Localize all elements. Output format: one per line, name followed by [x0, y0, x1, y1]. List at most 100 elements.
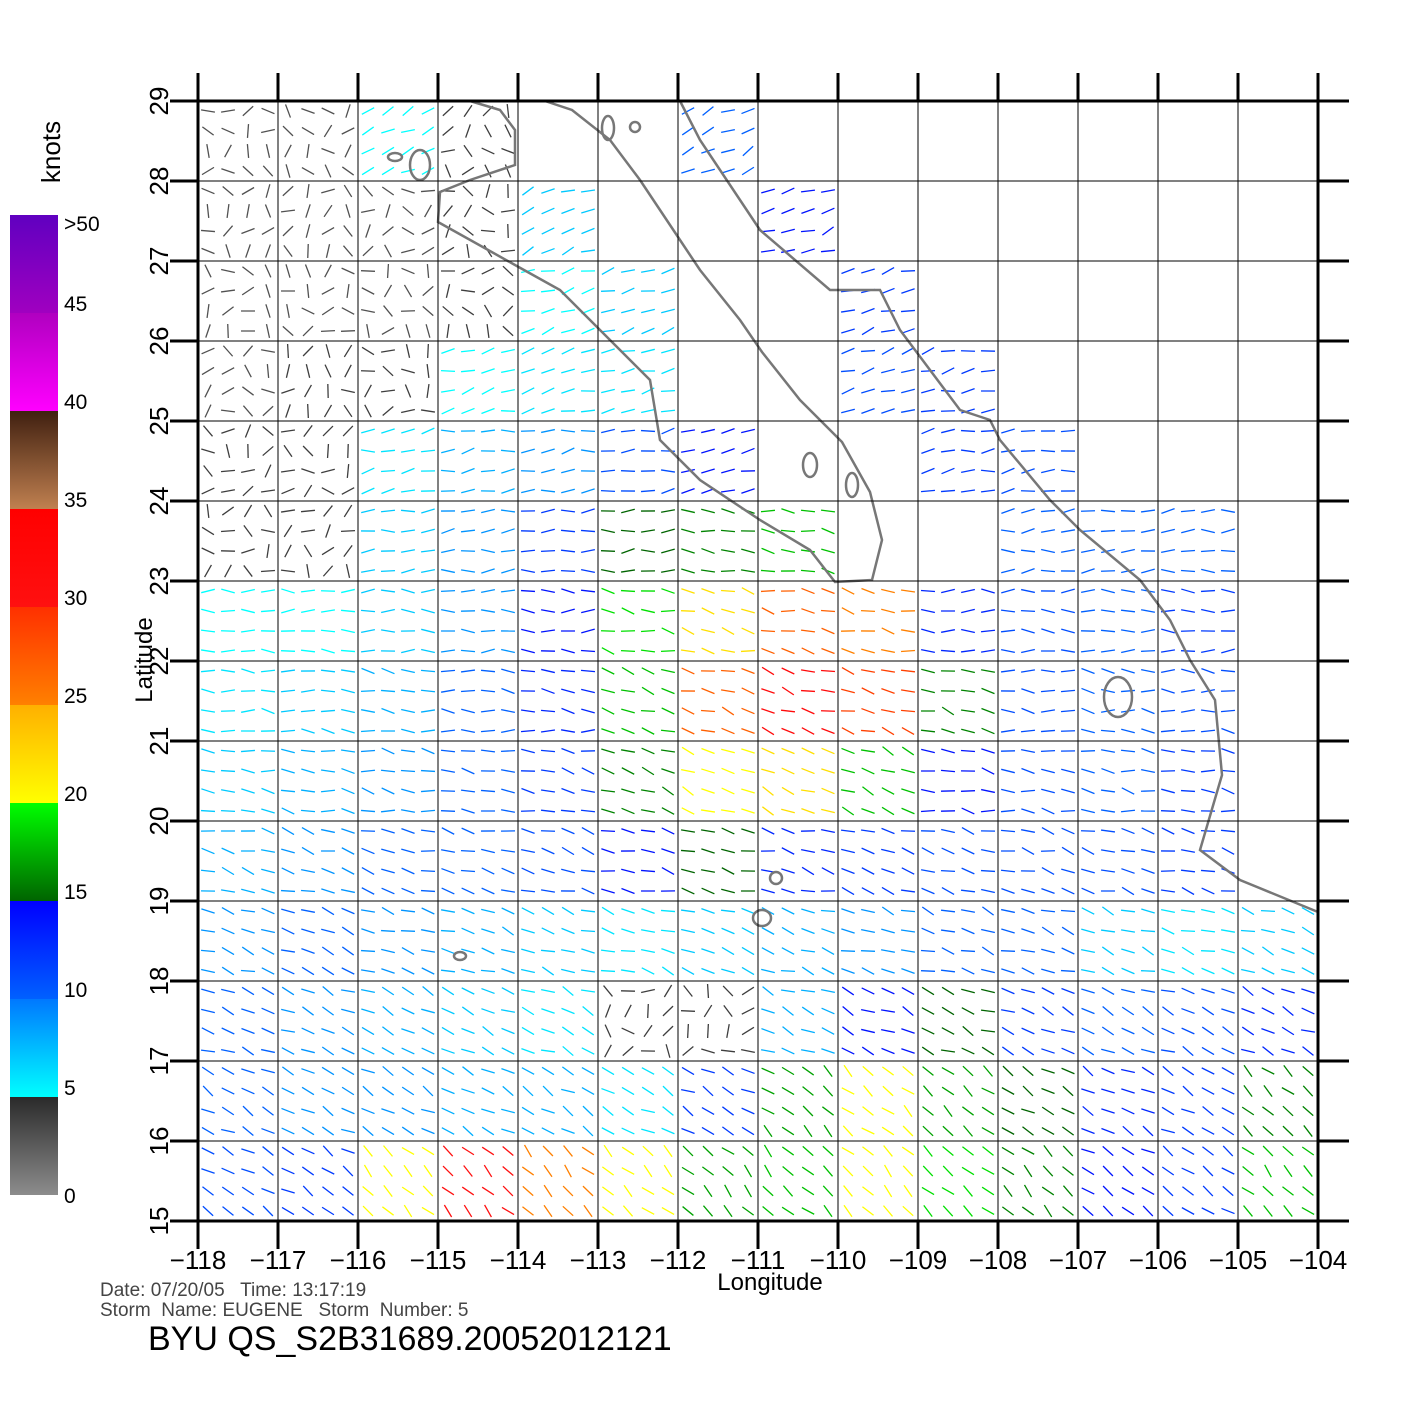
wind-barb [601, 971, 615, 972]
wind-barb [841, 329, 854, 333]
wind-barb [501, 1129, 514, 1133]
wind-barb [822, 628, 835, 634]
wind-barb [622, 728, 635, 733]
wind-barb [681, 1011, 695, 1012]
wind-barb [505, 125, 511, 138]
wind-barb [281, 1030, 295, 1032]
wind-barb [741, 809, 754, 813]
wind-barb [343, 426, 353, 436]
wind-barb [381, 770, 395, 772]
wind-barb [1181, 770, 1195, 773]
wind-barb [462, 448, 475, 454]
wind-barb [1181, 731, 1195, 732]
wind-barb [442, 888, 455, 894]
wind-barb [861, 308, 874, 313]
wind-barb [602, 928, 615, 934]
wind-barb [782, 848, 794, 855]
wind-barb [601, 429, 615, 432]
colorbar-tick-label: 10 [64, 979, 87, 1002]
wind-barb [221, 410, 235, 412]
wind-barb [261, 571, 275, 572]
wind-barb [441, 791, 455, 792]
wind-barb [841, 689, 855, 693]
wind-barb [882, 988, 895, 994]
wind-barb [502, 988, 514, 995]
wind-barb [1081, 688, 1094, 693]
wind-barb [543, 1146, 553, 1156]
wind-barb [361, 570, 375, 572]
wind-barb [321, 810, 335, 811]
wind-barb [601, 470, 615, 471]
wind-barb [923, 1166, 933, 1176]
wind-barb [541, 430, 555, 433]
wind-barb [1141, 690, 1155, 692]
wind-barb [461, 851, 475, 852]
wind-barb [1141, 1089, 1154, 1093]
wind-barb [266, 244, 271, 257]
wind-barb [601, 370, 615, 371]
wind-barb [461, 370, 475, 371]
wind-barb [943, 1166, 953, 1176]
wind-barb [521, 591, 535, 592]
wind-barb [1281, 969, 1295, 973]
wind-barb [364, 1165, 371, 1177]
wind-barb [261, 1188, 274, 1193]
wind-barb [761, 969, 775, 972]
wind-barb [902, 868, 914, 874]
wind-barb [301, 929, 314, 933]
wind-barb [501, 148, 514, 153]
wind-barb [323, 986, 334, 995]
wind-barb [782, 948, 794, 955]
wind-barb [221, 490, 235, 493]
wind-barb [1161, 890, 1175, 892]
wind-barb [783, 1027, 794, 1036]
wind-barb [681, 549, 694, 553]
wind-barb [701, 949, 714, 954]
wind-barb [661, 849, 674, 854]
wind-barb [421, 810, 435, 811]
wind-barb [262, 1008, 275, 1014]
wind-barb [1282, 1088, 1294, 1095]
wind-barb [382, 1207, 393, 1215]
wind-barb [782, 1087, 794, 1094]
wind-barb [1181, 750, 1195, 752]
wind-barb [708, 1024, 709, 1038]
wind-barb [464, 1205, 471, 1217]
wind-barb [1041, 550, 1055, 553]
wind-barb [942, 1188, 954, 1195]
wind-barb [922, 1008, 934, 1015]
wind-barb [1181, 651, 1195, 652]
wind-barb [441, 811, 455, 812]
wind-barb [1182, 968, 1194, 975]
wind-barb [601, 389, 615, 392]
wind-barb [225, 145, 232, 157]
wind-barb [1001, 951, 1015, 952]
wind-barb [345, 365, 352, 377]
wind-barb [722, 707, 734, 715]
wind-barb [1121, 511, 1135, 512]
wind-barb [341, 610, 355, 611]
wind-barb [282, 1207, 294, 1214]
wind-barb [901, 769, 915, 772]
wind-barb [1201, 930, 1215, 932]
wind-barb [1041, 690, 1055, 691]
wind-barb [703, 1146, 713, 1156]
wind-barb [461, 510, 475, 512]
wind-barb [1281, 949, 1294, 954]
wind-barb [281, 470, 295, 472]
wind-barb [521, 829, 534, 834]
wind-barb [822, 208, 835, 214]
wind-barb [286, 364, 289, 378]
wind-barb [1141, 869, 1154, 874]
wind-barb [961, 351, 975, 352]
wind-barb [1081, 669, 1094, 674]
wind-barb [761, 1029, 774, 1034]
wind-barb [582, 1088, 594, 1095]
wind-barb [1221, 510, 1235, 513]
wind-barb [441, 491, 455, 492]
wind-barb [286, 404, 291, 417]
wind-barb [1121, 1089, 1134, 1093]
wind-barb [561, 1008, 574, 1013]
wind-barb [1001, 870, 1015, 871]
wind-barb [401, 130, 415, 133]
